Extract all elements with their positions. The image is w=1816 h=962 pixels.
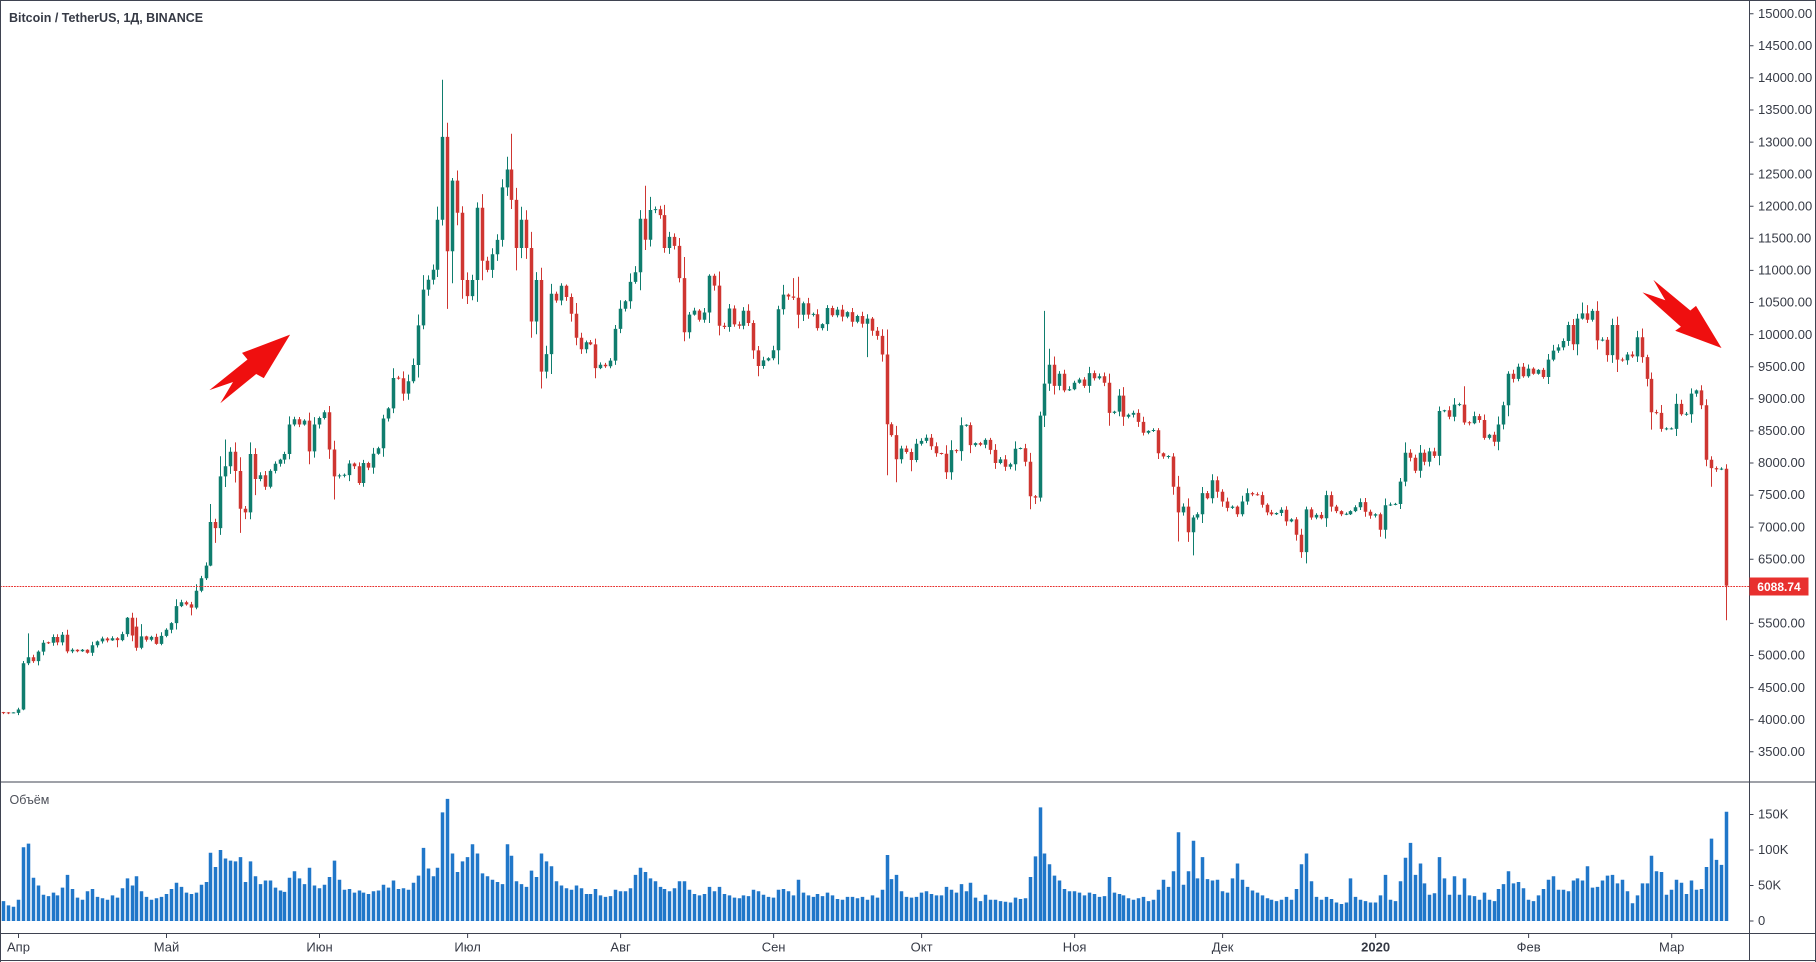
svg-text:11000.00: 11000.00 bbox=[1758, 263, 1811, 278]
svg-text:6500.00: 6500.00 bbox=[1758, 551, 1805, 566]
svg-text:Май: Май bbox=[154, 940, 179, 955]
svg-text:13000.00: 13000.00 bbox=[1758, 134, 1812, 149]
svg-text:Объём: Объём bbox=[10, 793, 50, 807]
svg-text:4500.00: 4500.00 bbox=[1758, 680, 1805, 695]
svg-text:11500.00: 11500.00 bbox=[1758, 231, 1811, 246]
svg-text:100K: 100K bbox=[1758, 842, 1789, 857]
svg-text:Bitcoin / TetherUS, 1Д, BINANC: Bitcoin / TetherUS, 1Д, BINANCE bbox=[9, 11, 203, 25]
svg-text:150K: 150K bbox=[1758, 807, 1789, 822]
svg-text:10500.00: 10500.00 bbox=[1758, 295, 1812, 310]
svg-text:12500.00: 12500.00 bbox=[1758, 166, 1812, 181]
svg-text:8500.00: 8500.00 bbox=[1758, 423, 1805, 438]
svg-text:Фев: Фев bbox=[1517, 940, 1541, 955]
svg-text:0: 0 bbox=[1758, 913, 1765, 928]
svg-text:7500.00: 7500.00 bbox=[1758, 487, 1805, 502]
svg-text:14500.00: 14500.00 bbox=[1758, 38, 1812, 53]
svg-text:15000.00: 15000.00 bbox=[1758, 6, 1812, 21]
svg-text:7000.00: 7000.00 bbox=[1758, 519, 1805, 534]
svg-text:13500.00: 13500.00 bbox=[1758, 102, 1812, 117]
svg-text:Июн: Июн bbox=[306, 940, 332, 955]
svg-text:Мар: Мар bbox=[1659, 940, 1684, 955]
svg-text:3500.00: 3500.00 bbox=[1758, 744, 1805, 759]
svg-text:Сен: Сен bbox=[762, 940, 786, 955]
svg-text:4000.00: 4000.00 bbox=[1758, 712, 1805, 727]
svg-text:14000.00: 14000.00 bbox=[1758, 70, 1812, 85]
svg-text:Дек: Дек bbox=[1212, 940, 1234, 955]
svg-text:10000.00: 10000.00 bbox=[1758, 327, 1812, 342]
svg-text:5000.00: 5000.00 bbox=[1758, 648, 1805, 663]
svg-text:Ноя: Ноя bbox=[1063, 940, 1087, 955]
svg-text:50K: 50K bbox=[1758, 878, 1781, 893]
svg-text:8000.00: 8000.00 bbox=[1758, 455, 1805, 470]
svg-text:6088.74: 6088.74 bbox=[1757, 580, 1801, 594]
svg-text:Окт: Окт bbox=[911, 940, 933, 955]
svg-text:Апр: Апр bbox=[7, 940, 30, 955]
svg-text:Июл: Июл bbox=[454, 940, 480, 955]
svg-text:9000.00: 9000.00 bbox=[1758, 391, 1805, 406]
svg-text:2020: 2020 bbox=[1361, 940, 1390, 955]
svg-text:9500.00: 9500.00 bbox=[1758, 359, 1805, 374]
svg-text:Авг: Авг bbox=[610, 940, 631, 955]
svg-text:5500.00: 5500.00 bbox=[1758, 616, 1805, 631]
svg-text:12000.00: 12000.00 bbox=[1758, 198, 1812, 213]
